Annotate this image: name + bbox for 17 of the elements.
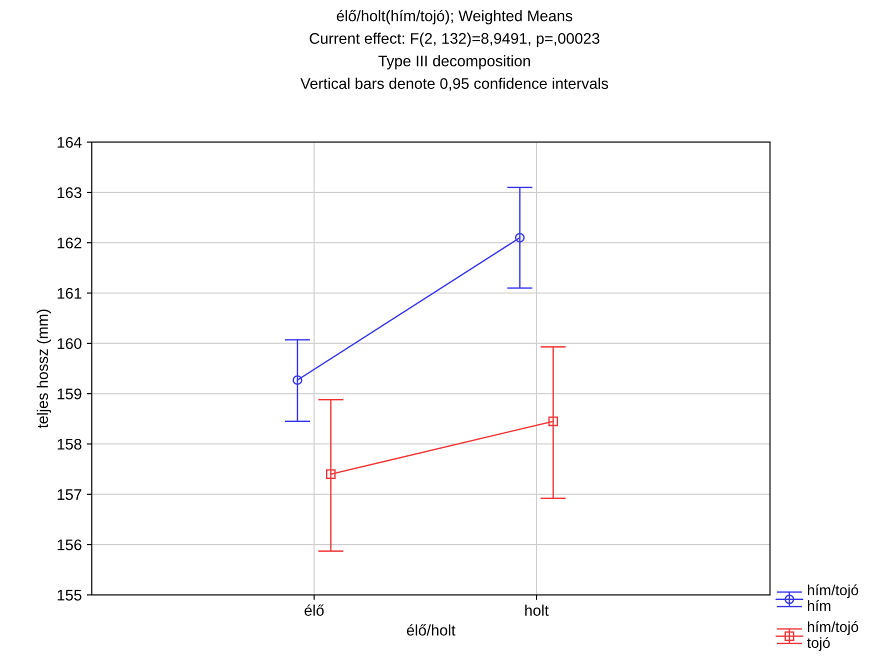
y-tick-label: 157 (58, 489, 82, 500)
y-tick-label: 156 (58, 539, 82, 550)
x-tick-label: holt (525, 604, 549, 616)
y-tick-label: 161 (58, 288, 82, 299)
y-tick-label: 158 (58, 438, 82, 450)
y-tick-label: 155 (58, 590, 82, 601)
y-tick-label: 164 (58, 136, 82, 148)
legend-label: hím/tojó tojó (807, 621, 858, 651)
y-axis-title: teljes hossz (mm) (36, 310, 52, 428)
y-tick-label: 160 (58, 338, 82, 350)
chart-title: élő/holt(hím/tojó); Weighted Means Current effect: F(2, 132)=8,9491, p=,00023 Type III decomposition Vertical bars denote 0,95 confidence intervals (300, 10, 608, 91)
y-tick-label: 159 (58, 388, 82, 400)
x-axis-title: élő/holt (406, 624, 456, 636)
y-tick-label: 163 (58, 187, 82, 198)
y-tick-label: 162 (58, 238, 82, 248)
legend-label: hím/tojó hím (808, 584, 858, 611)
x-tick-label: élő (304, 604, 324, 616)
